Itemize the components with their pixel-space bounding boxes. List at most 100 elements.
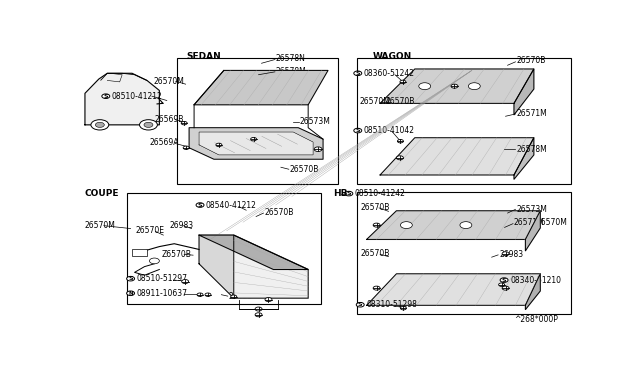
Text: 26578N: 26578N bbox=[276, 54, 306, 64]
Text: N: N bbox=[128, 291, 133, 296]
Bar bbox=[132, 249, 147, 256]
Circle shape bbox=[197, 293, 203, 296]
Circle shape bbox=[255, 307, 262, 311]
Text: 08911-10637: 08911-10637 bbox=[136, 289, 188, 298]
Circle shape bbox=[502, 252, 509, 256]
Text: S: S bbox=[128, 276, 133, 281]
Text: 26570B: 26570B bbox=[516, 56, 546, 65]
Text: 26573M: 26573M bbox=[300, 118, 331, 126]
Circle shape bbox=[419, 83, 431, 90]
Circle shape bbox=[314, 147, 322, 151]
Circle shape bbox=[95, 122, 104, 128]
Text: 26570M: 26570M bbox=[359, 97, 390, 106]
Text: 08360-51242: 08360-51242 bbox=[364, 69, 415, 78]
Text: 08510-41242: 08510-41242 bbox=[355, 189, 406, 198]
Text: 26570B: 26570B bbox=[290, 165, 319, 174]
Text: 26573M: 26573M bbox=[516, 205, 547, 214]
Text: 26569A: 26569A bbox=[150, 138, 179, 147]
Text: 26570B: 26570B bbox=[360, 202, 390, 212]
Polygon shape bbox=[234, 235, 308, 298]
Text: Z6570B: Z6570B bbox=[162, 250, 192, 259]
Bar bbox=[356, 58, 571, 183]
Polygon shape bbox=[367, 274, 540, 305]
Text: S: S bbox=[355, 71, 360, 76]
Text: 26570M: 26570M bbox=[536, 218, 567, 227]
Text: 08510-51297: 08510-51297 bbox=[136, 274, 188, 283]
Circle shape bbox=[181, 121, 187, 125]
Text: 26570M: 26570M bbox=[85, 221, 116, 230]
Text: S: S bbox=[502, 278, 506, 283]
Circle shape bbox=[401, 222, 412, 228]
Polygon shape bbox=[525, 211, 540, 251]
Text: 08540-41212: 08540-41212 bbox=[206, 201, 257, 209]
Text: S: S bbox=[198, 202, 202, 208]
Text: 26398: 26398 bbox=[229, 292, 253, 301]
Circle shape bbox=[400, 80, 406, 84]
Circle shape bbox=[502, 286, 509, 290]
Bar bbox=[356, 192, 571, 314]
Polygon shape bbox=[199, 235, 308, 298]
Text: 26983: 26983 bbox=[499, 250, 524, 259]
Text: WAGON: WAGON bbox=[372, 52, 412, 61]
Text: SEDAN: SEDAN bbox=[187, 52, 221, 61]
Circle shape bbox=[140, 120, 157, 130]
Circle shape bbox=[500, 278, 508, 282]
Text: HB: HB bbox=[333, 189, 348, 198]
Circle shape bbox=[401, 307, 406, 310]
Circle shape bbox=[127, 276, 134, 281]
Text: COUPE: COUPE bbox=[85, 189, 120, 198]
Circle shape bbox=[144, 122, 153, 128]
Text: 26570B: 26570B bbox=[264, 208, 294, 217]
Text: 26570B: 26570B bbox=[385, 97, 415, 106]
Text: S: S bbox=[346, 191, 351, 196]
Circle shape bbox=[149, 258, 159, 264]
Circle shape bbox=[255, 313, 262, 317]
Circle shape bbox=[231, 295, 237, 298]
Circle shape bbox=[216, 143, 222, 147]
Text: 26578M: 26578M bbox=[516, 145, 547, 154]
Polygon shape bbox=[199, 235, 308, 269]
Polygon shape bbox=[380, 69, 534, 103]
Polygon shape bbox=[199, 132, 313, 155]
Bar bbox=[177, 58, 338, 183]
Circle shape bbox=[354, 128, 362, 133]
Polygon shape bbox=[514, 138, 534, 179]
Circle shape bbox=[396, 156, 403, 160]
Circle shape bbox=[397, 140, 403, 143]
Circle shape bbox=[102, 94, 110, 99]
Text: ^268*000P: ^268*000P bbox=[514, 315, 558, 324]
Circle shape bbox=[127, 291, 134, 296]
Text: S: S bbox=[104, 94, 108, 99]
Text: 08510-41042: 08510-41042 bbox=[364, 126, 415, 135]
Text: 26983: 26983 bbox=[169, 221, 193, 230]
Polygon shape bbox=[194, 70, 328, 105]
Polygon shape bbox=[525, 274, 540, 310]
Text: 08510-41212: 08510-41212 bbox=[112, 92, 163, 101]
Circle shape bbox=[182, 279, 189, 283]
Text: 08340-51210: 08340-51210 bbox=[510, 276, 561, 285]
Text: 26578M: 26578M bbox=[276, 67, 307, 76]
Circle shape bbox=[251, 137, 257, 141]
Circle shape bbox=[499, 283, 504, 286]
Circle shape bbox=[373, 223, 380, 227]
Polygon shape bbox=[85, 73, 159, 125]
Circle shape bbox=[468, 83, 480, 90]
Text: 26570E: 26570E bbox=[136, 226, 164, 235]
Circle shape bbox=[451, 84, 458, 88]
Circle shape bbox=[91, 120, 109, 130]
Polygon shape bbox=[189, 128, 323, 159]
Polygon shape bbox=[380, 138, 534, 175]
Text: 26570B: 26570B bbox=[360, 249, 390, 258]
Text: 26571M: 26571M bbox=[516, 109, 547, 118]
Text: 08310-51298: 08310-51298 bbox=[366, 300, 417, 309]
Text: 26571M: 26571M bbox=[514, 218, 545, 227]
Circle shape bbox=[354, 71, 362, 76]
Bar bbox=[127, 193, 321, 304]
Circle shape bbox=[345, 191, 353, 196]
Circle shape bbox=[265, 298, 272, 302]
Text: S: S bbox=[358, 302, 362, 307]
Circle shape bbox=[196, 203, 204, 207]
Polygon shape bbox=[514, 69, 534, 115]
Circle shape bbox=[460, 222, 472, 228]
Circle shape bbox=[373, 286, 380, 290]
